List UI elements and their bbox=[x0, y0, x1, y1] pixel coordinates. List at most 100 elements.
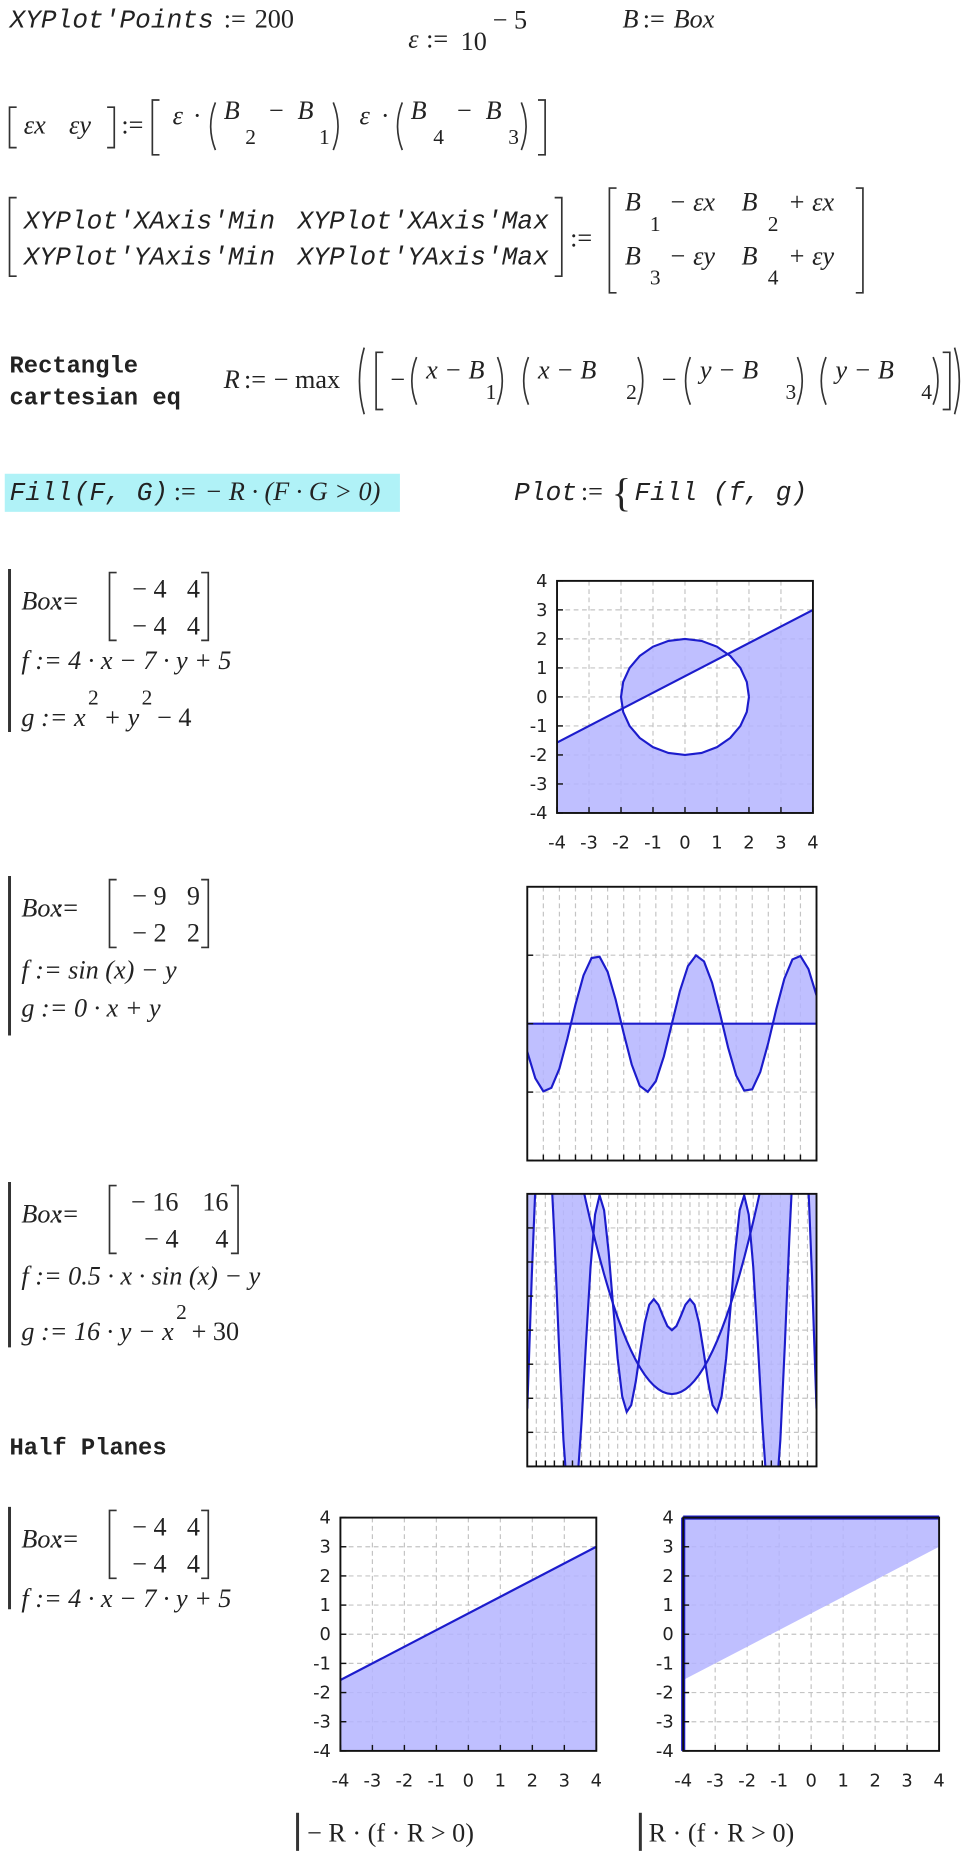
math-token: B bbox=[742, 241, 758, 270]
math-token: − 4 bbox=[132, 1512, 166, 1541]
y-tick-label: 3 bbox=[536, 600, 547, 621]
x-tick-label: -1 bbox=[644, 833, 662, 854]
math-token: − 4 bbox=[132, 611, 166, 640]
y-tick-label: -1 bbox=[313, 1653, 331, 1674]
math-token: 1 bbox=[650, 212, 661, 236]
math-token: − bbox=[457, 96, 472, 125]
y-tick-label: 2 bbox=[662, 1566, 673, 1587]
math-token: B bbox=[625, 188, 641, 217]
x-tick-label: 3 bbox=[775, 833, 786, 854]
math-token: − εy bbox=[669, 241, 716, 270]
math-token: − 5 bbox=[493, 6, 527, 35]
math-token: f := sin (x) − y bbox=[21, 955, 177, 984]
math-token: − max bbox=[274, 365, 340, 394]
math-token: 3 bbox=[786, 380, 797, 404]
fill-region bbox=[527, 955, 817, 1161]
math-token: + y bbox=[103, 703, 139, 732]
bracket bbox=[8, 106, 17, 149]
math-token: Plot bbox=[514, 478, 577, 508]
y-tick-label: 4 bbox=[536, 571, 547, 592]
y-tick-label: 1 bbox=[536, 658, 547, 679]
bracket bbox=[537, 99, 546, 156]
y-tick-label: -4 bbox=[656, 1741, 674, 1762]
y-tick-label: -3 bbox=[313, 1712, 331, 1733]
math-token: 1 bbox=[319, 125, 330, 149]
math-token: Fill (f, g) bbox=[634, 478, 807, 508]
bracket bbox=[942, 351, 951, 411]
math-token: R · (f · R > 0) bbox=[649, 1818, 795, 1847]
math-token: 9 bbox=[187, 882, 200, 911]
x-tick-label: -3 bbox=[580, 833, 598, 854]
math-token: 3 bbox=[650, 266, 661, 290]
y-tick-label: 0 bbox=[320, 1624, 331, 1645]
bracket bbox=[151, 99, 160, 156]
math-token: B bbox=[486, 96, 502, 125]
x-tick-label: 1 bbox=[495, 1771, 506, 1792]
math-token: Box bbox=[21, 586, 62, 615]
x-tick-label: 2 bbox=[869, 1771, 880, 1792]
math-token: x − B bbox=[425, 356, 484, 385]
math-token: 4 bbox=[187, 611, 200, 640]
math-token: x − B bbox=[537, 356, 596, 385]
bracket bbox=[8, 196, 17, 278]
paren bbox=[209, 102, 217, 151]
math-token: := bbox=[426, 25, 448, 54]
math-token: εy bbox=[69, 110, 91, 139]
math-token: 16 bbox=[202, 1188, 228, 1217]
math-token: 4 bbox=[187, 1549, 200, 1578]
curve bbox=[340, 1545, 597, 1682]
paren bbox=[637, 356, 644, 406]
math-token: · bbox=[193, 101, 202, 130]
math-token: := bbox=[224, 4, 246, 33]
math-token: := bbox=[56, 894, 78, 923]
math-token: XYPlot'XAxis'Max bbox=[297, 207, 550, 237]
bracket bbox=[230, 1184, 239, 1255]
x-tick-label: 0 bbox=[679, 833, 690, 854]
y-tick-label: -2 bbox=[530, 745, 548, 766]
x-tick-label: 2 bbox=[743, 833, 754, 854]
highlight bbox=[4, 473, 400, 512]
math-token: 2 bbox=[176, 1300, 187, 1324]
math-token: g := 16 · y − x bbox=[21, 1317, 174, 1346]
section-label: Half Planes bbox=[10, 1436, 167, 1463]
math-token: 4 bbox=[921, 380, 932, 404]
x-tick-label: 2 bbox=[527, 1771, 538, 1792]
x-tick-label: 1 bbox=[837, 1771, 848, 1792]
math-token: := bbox=[56, 1199, 78, 1228]
math-token: B bbox=[622, 4, 638, 33]
math-token: Box bbox=[674, 4, 715, 33]
y-tick-label: -3 bbox=[656, 1712, 674, 1733]
math-token: := bbox=[643, 4, 665, 33]
math-token: 2 bbox=[245, 125, 256, 149]
math-token: Box bbox=[21, 1199, 62, 1228]
bracket bbox=[108, 1184, 117, 1255]
bracket bbox=[107, 106, 116, 149]
paren bbox=[520, 102, 527, 151]
math-token: − bbox=[269, 96, 284, 125]
math-token: + εx bbox=[788, 188, 835, 217]
math-token: 200 bbox=[255, 4, 294, 33]
math-token: − εx bbox=[669, 188, 716, 217]
math-token: B bbox=[298, 96, 314, 125]
math-token: Box bbox=[21, 894, 62, 923]
math-token: + εy bbox=[788, 241, 835, 270]
x-tick-label: -1 bbox=[770, 1771, 788, 1792]
math-token: := bbox=[581, 477, 603, 506]
y-tick-label: -2 bbox=[313, 1683, 331, 1704]
math-token: XYPlot'YAxis'Min bbox=[23, 242, 275, 272]
math-token: XYPlot'XAxis'Min bbox=[23, 207, 275, 237]
x-tick-label: 4 bbox=[807, 833, 818, 854]
section-label: cartesian eq bbox=[10, 386, 181, 413]
math-token: Fill bbox=[10, 478, 73, 508]
paren bbox=[796, 356, 804, 406]
y-tick-label: -1 bbox=[530, 716, 548, 737]
paren bbox=[410, 356, 418, 406]
math-token: ε bbox=[359, 101, 370, 130]
x-tick-label: -4 bbox=[332, 1771, 350, 1792]
math-token: 2 bbox=[187, 919, 200, 948]
paren bbox=[684, 356, 692, 406]
paren bbox=[953, 347, 961, 415]
math-token: := bbox=[121, 110, 143, 139]
x-tick-label: -2 bbox=[395, 1771, 413, 1792]
